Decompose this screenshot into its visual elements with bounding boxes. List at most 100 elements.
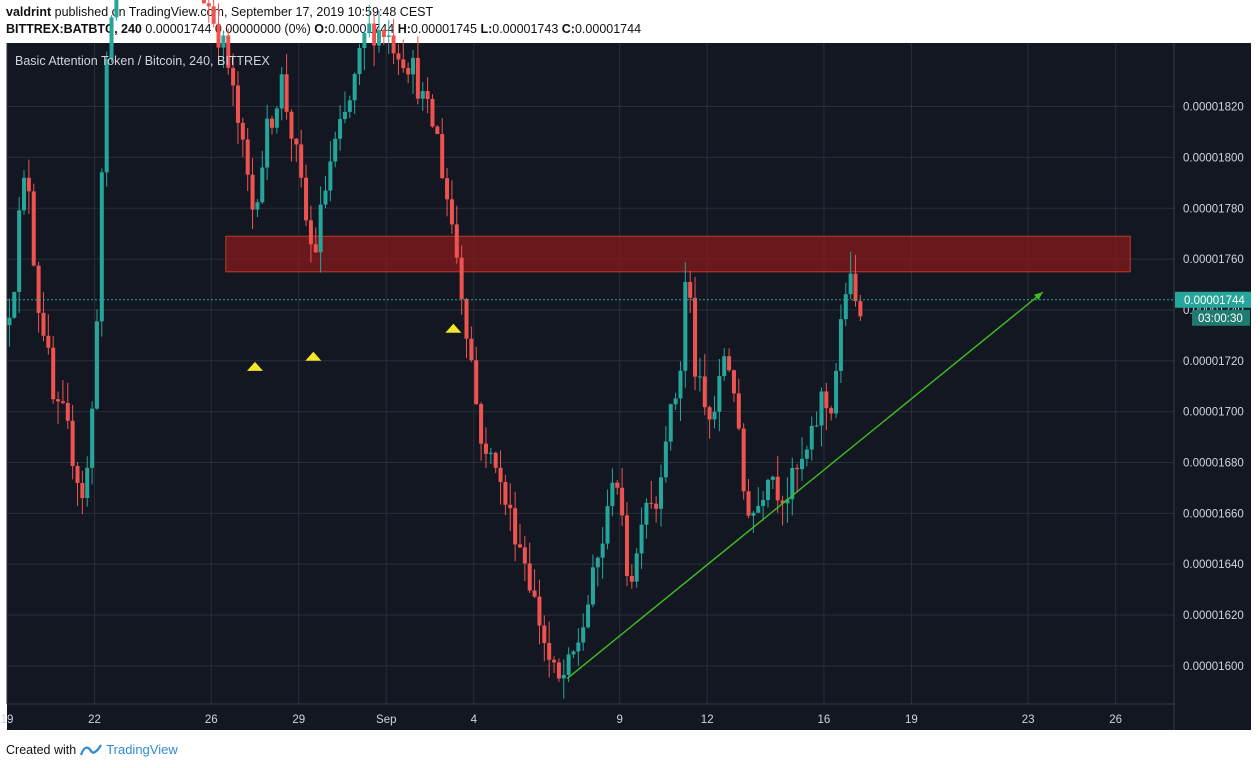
- candle-body: [313, 244, 318, 253]
- candle-body: [848, 273, 853, 295]
- candle: [469, 326, 474, 363]
- candle: [435, 125, 440, 135]
- price-tick-label: 0.00001720: [1183, 356, 1244, 368]
- candle-body: [430, 98, 435, 127]
- time-axis-background: [7, 704, 1174, 730]
- candle: [498, 450, 503, 505]
- candle: [503, 474, 508, 516]
- tradingview-brand-link[interactable]: TradingView: [106, 742, 178, 757]
- candle: [420, 82, 425, 111]
- price-chart[interactable]: 0.00001820 0.00001800 0.00001780 0.00001760…: [0, 0, 1260, 740]
- candle-body: [99, 172, 104, 322]
- candle: [80, 470, 85, 515]
- candle: [411, 49, 416, 94]
- candle-body: [498, 467, 503, 483]
- candle: [678, 361, 683, 422]
- candle-body: [435, 126, 440, 135]
- candle-body: [624, 515, 629, 576]
- candle-body: [386, 35, 391, 37]
- candle-body: [576, 642, 581, 652]
- chart-title: Basic Attention Token / Bitcoin, 240, BI…: [15, 54, 270, 68]
- candle-body: [843, 294, 848, 320]
- candle: [834, 363, 839, 419]
- candle-body: [639, 524, 644, 554]
- candle-body: [7, 317, 12, 326]
- price-tick-label: 0.00001820: [1183, 102, 1244, 114]
- candle: [586, 595, 591, 629]
- candle: [683, 262, 688, 388]
- candle-body: [483, 443, 488, 454]
- candle: [323, 176, 328, 209]
- candle-body: [318, 204, 323, 253]
- price-axis[interactable]: 0.00001820 0.00001800 0.00001780 0.00001760…: [1175, 102, 1251, 673]
- candle-body: [688, 282, 693, 298]
- candle-body: [581, 627, 586, 643]
- candle: [620, 468, 625, 527]
- candle: [376, 10, 381, 53]
- candle: [85, 456, 90, 507]
- candle-body: [517, 544, 522, 548]
- candle-body: [308, 220, 313, 245]
- candle-body: [775, 476, 780, 501]
- candle-body: [260, 167, 265, 203]
- candle-body: [396, 53, 401, 60]
- candle: [430, 94, 435, 128]
- candle: [688, 270, 693, 314]
- candle-body: [814, 425, 819, 427]
- candle: [795, 464, 800, 492]
- date-tick-label: 19: [905, 714, 918, 726]
- date-tick-label: 16: [818, 714, 831, 726]
- candle: [255, 199, 260, 218]
- candle-body: [26, 177, 31, 192]
- candle-body: [668, 404, 673, 442]
- candle-body: [323, 190, 328, 205]
- candle: [552, 656, 557, 674]
- candle-body: [333, 138, 338, 162]
- date-tick-label: 9: [616, 714, 622, 726]
- date-tick-label: 26: [205, 714, 218, 726]
- candle: [328, 141, 333, 202]
- candle-body: [342, 111, 347, 120]
- candle-body: [552, 659, 557, 663]
- candle: [843, 282, 848, 327]
- candle: [440, 118, 445, 179]
- candle: [265, 104, 270, 181]
- open-label: O:: [314, 22, 329, 36]
- author-name[interactable]: valdrint: [6, 5, 52, 19]
- candle-body: [663, 441, 668, 478]
- candle-body: [60, 401, 65, 404]
- candle-body: [372, 23, 377, 46]
- candle-body: [513, 508, 518, 545]
- candle-body: [362, 32, 367, 48]
- candle-body: [41, 312, 46, 336]
- candle-body: [474, 360, 479, 405]
- candle: [425, 77, 430, 114]
- candle-body: [693, 297, 698, 377]
- candle-body: [542, 625, 547, 644]
- candle-body: [780, 500, 785, 504]
- candle-body: [634, 553, 639, 582]
- candle-body: [522, 547, 527, 564]
- candle: [488, 447, 493, 464]
- candle: [391, 19, 396, 65]
- candle: [508, 483, 513, 531]
- candle-body: [819, 391, 824, 426]
- price-tick-label: 0.00001680: [1183, 457, 1244, 469]
- time-axis[interactable]: 19 22 26 29 Sep 4 9 12 16 19 23 26: [1, 714, 1122, 726]
- candle: [765, 478, 770, 508]
- candle-body: [289, 111, 294, 139]
- candle-body: [644, 502, 649, 525]
- candle: [513, 491, 518, 562]
- candle: [357, 43, 362, 86]
- candle-body: [615, 482, 620, 488]
- price-tick-label: 0.00001760: [1183, 254, 1244, 266]
- candle-body: [80, 483, 85, 499]
- candle: [114, 0, 119, 21]
- candle-body: [294, 138, 299, 145]
- candle: [581, 613, 586, 651]
- candle-body: [659, 477, 664, 509]
- candle-body: [722, 356, 727, 377]
- candle: [216, 3, 221, 63]
- candle-body: [206, 3, 211, 7]
- candle: [561, 659, 566, 699]
